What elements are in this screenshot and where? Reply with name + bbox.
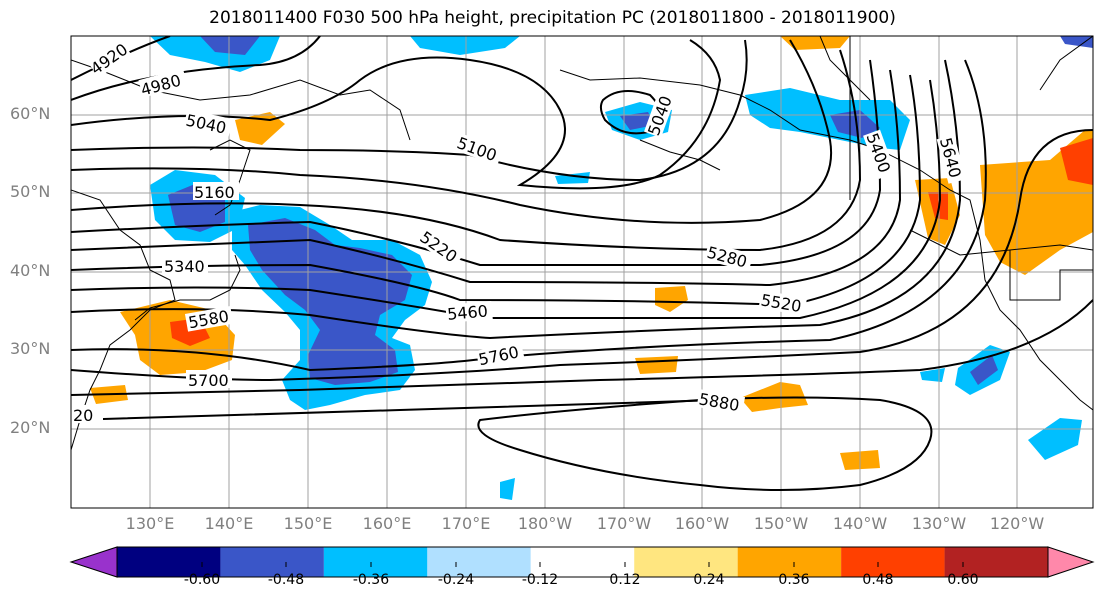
lat-label: 20°N [10,418,51,437]
lat-label: 60°N [10,104,51,123]
lat-label: 30°N [10,339,51,358]
lon-label: 160°E [362,514,412,533]
colorbar-tick-label: 0.24 [693,572,725,588]
map-frame [70,35,1094,509]
colorbar-box [944,547,1048,577]
colorbar-tick-label: -0.12 [521,572,559,588]
colorbar-box [427,547,531,577]
lon-label: 170°E [441,514,491,533]
lon-label: 180°W [517,514,573,533]
colorbar-box [737,547,842,577]
negative-area-north-west-core [200,36,260,55]
colorbar-tick-label: 0.36 [778,572,810,588]
colorbar-tick-label: -0.60 [183,572,221,588]
contour-label: 5700 [188,371,229,390]
positive-area-north-east [780,36,850,50]
lon-label: 130°E [125,514,175,533]
lon-label: 150°E [283,514,333,533]
coastlines [71,36,1093,451]
colorbar-box [117,547,221,577]
lon-label: 140°E [204,514,254,533]
contour-label: 20 [73,406,93,425]
lon-label: 140°W [832,514,888,533]
colorbar-extend-low [69,546,118,578]
negative-area-south [500,478,515,500]
positive-area-west-coast-core [928,192,948,220]
lon-label: 170°W [596,514,652,533]
colorbar-extend-high [1047,546,1095,578]
colorbar-tick-label: -0.48 [267,572,305,588]
colorbar-tick-label: 0.48 [862,572,894,588]
colorbar-box [220,547,324,577]
colorbar-box [841,547,945,577]
contour-label: 5340 [164,257,205,276]
positive-area-pnw-core [1060,138,1093,185]
lat-label: 50°N [10,182,51,201]
colorbar-box [634,547,738,577]
colorbar-tick-label: -0.36 [352,572,390,588]
lat-label: 40°N [10,261,51,280]
graticule [71,36,1093,508]
colorbar-box [323,547,428,577]
colorbar-boxes [69,546,1095,578]
lon-label: 150°W [753,514,809,533]
lon-label: 120°W [989,514,1045,533]
colorbar-tick-label: 0.12 [609,572,641,588]
negative-area-north-mid [410,36,520,55]
negative-area-hawaii-northeast-core [970,355,998,385]
positive-area-pacific-mid [655,286,688,312]
negative-area-west-pacific-core [248,218,412,385]
contour-label: 5460 [446,301,488,323]
colorbar-tick-label: 0.60 [947,572,979,588]
negative-area-far-north-east [1060,36,1093,48]
colorbar-tick-marks [201,562,964,567]
lon-label: 160°W [674,514,730,533]
colorbar-tick-label: -0.24 [437,572,475,588]
map-title: 2018011400 F030 500 hPa height, precipit… [209,8,896,28]
colorbar-box [530,547,635,577]
colorbar-frame [116,546,1049,578]
contour-label: 5160 [194,183,235,202]
negative-area-gulf-alaska-core [830,110,880,138]
lon-label: 130°W [911,514,967,533]
height-contours [71,36,1093,491]
